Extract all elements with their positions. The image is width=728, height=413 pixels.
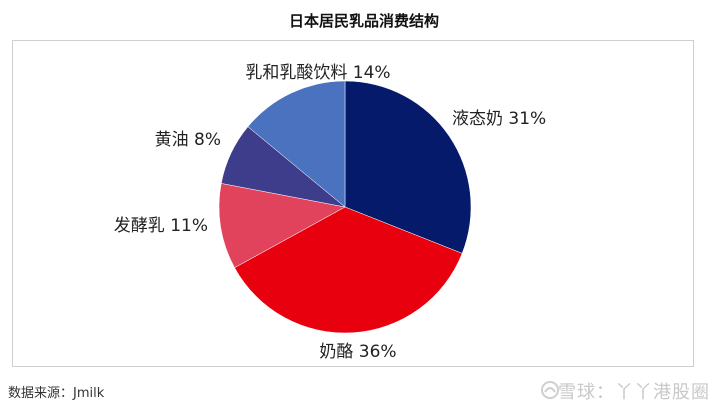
pie-slices — [218, 80, 472, 334]
pie-label-2: 发酵乳 11% — [114, 216, 208, 236]
pie-slice-0 — [344, 80, 472, 254]
pie-label-0: 液态奶 31% — [452, 109, 546, 129]
pie-labels: 液态奶 31% 奶酪 36% 发酵乳 11% 黄油 8% 乳和乳酸饮料 14% — [114, 63, 546, 362]
chart-frame — [12, 40, 694, 367]
pie-slice-2 — [218, 183, 346, 269]
pie-label-3: 黄油 8% — [155, 130, 221, 150]
watermark-text: 雪球：丫丫港股圈 — [558, 382, 710, 403]
snowball-logo-icon — [541, 381, 559, 399]
pie-slice-1 — [234, 206, 463, 334]
data-source-note: 数据来源：Jmilk — [8, 386, 105, 401]
chart-title: 日本居民乳品消费结构 — [288, 12, 439, 30]
pie-label-1: 奶酪 36% — [319, 342, 396, 362]
pie-label-4: 乳和乳酸饮料 14% — [245, 63, 390, 83]
pie-slice-4 — [247, 80, 346, 208]
